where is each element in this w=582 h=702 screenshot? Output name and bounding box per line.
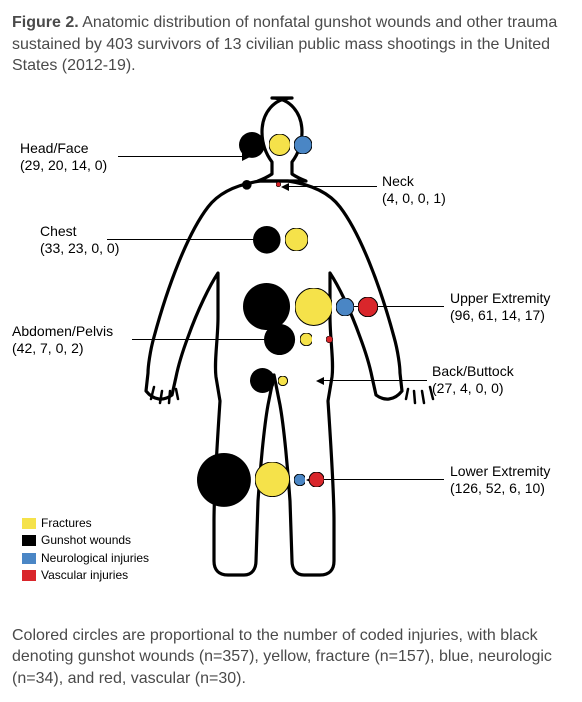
- region-name: Neck: [382, 173, 446, 191]
- leader-line: [287, 186, 377, 188]
- region-label-head-face: Head/Face(29, 20, 14, 0): [20, 140, 107, 175]
- region-label-chest: Chest(33, 23, 0, 0): [40, 223, 119, 258]
- region-label-neck: Neck(4, 0, 0, 1): [382, 173, 446, 208]
- region-name: Chest: [40, 223, 119, 241]
- injury-circle-vascular: [276, 182, 281, 187]
- legend-item: Neurological injuries: [22, 550, 149, 567]
- figure-caption: Colored circles are proportional to the …: [12, 625, 570, 690]
- region-values: (33, 23, 0, 0): [40, 240, 119, 258]
- region-values: (96, 61, 14, 17): [450, 307, 550, 325]
- region-name: Head/Face: [20, 140, 107, 158]
- injury-circle-gunshot: [239, 132, 265, 158]
- legend-item: Fractures: [22, 515, 149, 532]
- region-values: (27, 4, 0, 0): [432, 380, 514, 398]
- injury-circle-fracture: [269, 134, 290, 155]
- leader-line: [118, 156, 244, 158]
- legend-label: Neurological injuries: [41, 550, 149, 567]
- injury-circle-gunshot: [242, 180, 252, 190]
- injury-circle-neurologic: [294, 474, 306, 486]
- legend-swatch-icon: [22, 570, 36, 581]
- region-name: Upper Extremity: [450, 290, 550, 308]
- injury-circle-fracture: [300, 333, 313, 346]
- region-name: Back/Buttock: [432, 363, 514, 381]
- legend-item: Gunshot wounds: [22, 532, 149, 549]
- leader-line: [322, 380, 427, 382]
- legend-item: Vascular injuries: [22, 567, 149, 584]
- region-values: (4, 0, 0, 1): [382, 190, 446, 208]
- injury-circle-fracture: [285, 228, 308, 251]
- region-name: Lower Extremity: [450, 463, 550, 481]
- region-values: (29, 20, 14, 0): [20, 157, 107, 175]
- legend-swatch-icon: [22, 518, 36, 529]
- legend-label: Fractures: [41, 515, 92, 532]
- region-values: (126, 52, 6, 10): [450, 480, 550, 498]
- injury-circle-gunshot: [250, 368, 275, 393]
- injury-circle-gunshot: [243, 283, 290, 330]
- leader-line: [107, 239, 257, 241]
- arrow-head-icon: [281, 183, 289, 191]
- injury-circle-fracture: [295, 288, 332, 325]
- figure-label: Figure 2.: [12, 14, 79, 31]
- injury-circle-vascular: [309, 472, 324, 487]
- injury-circle-gunshot: [197, 453, 251, 507]
- region-name: Abdomen/Pelvis: [12, 323, 113, 341]
- leader-line: [312, 479, 444, 481]
- injury-circle-neurologic: [294, 136, 312, 154]
- figure-title: Figure 2. Anatomic distribution of nonfa…: [12, 12, 570, 77]
- injury-circle-gunshot: [253, 226, 281, 254]
- injury-circle-vascular: [358, 297, 378, 317]
- arrow-head-icon: [316, 377, 324, 385]
- injury-circle-neurologic: [336, 298, 354, 316]
- region-values: (42, 7, 0, 2): [12, 340, 113, 358]
- injury-circle-gunshot: [264, 324, 295, 355]
- legend: FracturesGunshot woundsNeurological inju…: [22, 515, 149, 585]
- legend-swatch-icon: [22, 553, 36, 564]
- injury-circle-fracture: [278, 376, 288, 386]
- figure-title-text: Anatomic distribution of nonfatal gunsho…: [12, 14, 557, 74]
- injury-circle-fracture: [255, 462, 290, 497]
- leader-line: [132, 339, 267, 341]
- region-label-abdomen-pelvis: Abdomen/Pelvis(42, 7, 0, 2): [12, 323, 113, 358]
- legend-label: Vascular injuries: [41, 567, 128, 584]
- region-label-upper-extremity: Upper Extremity(96, 61, 14, 17): [450, 290, 550, 325]
- legend-swatch-icon: [22, 535, 36, 546]
- legend-label: Gunshot wounds: [41, 532, 131, 549]
- anatomic-diagram: FracturesGunshot woundsNeurological inju…: [12, 85, 570, 615]
- region-label-back-buttock: Back/Buttock(27, 4, 0, 0): [432, 363, 514, 398]
- region-label-lower-extremity: Lower Extremity(126, 52, 6, 10): [450, 463, 550, 498]
- injury-circle-vascular: [326, 336, 333, 343]
